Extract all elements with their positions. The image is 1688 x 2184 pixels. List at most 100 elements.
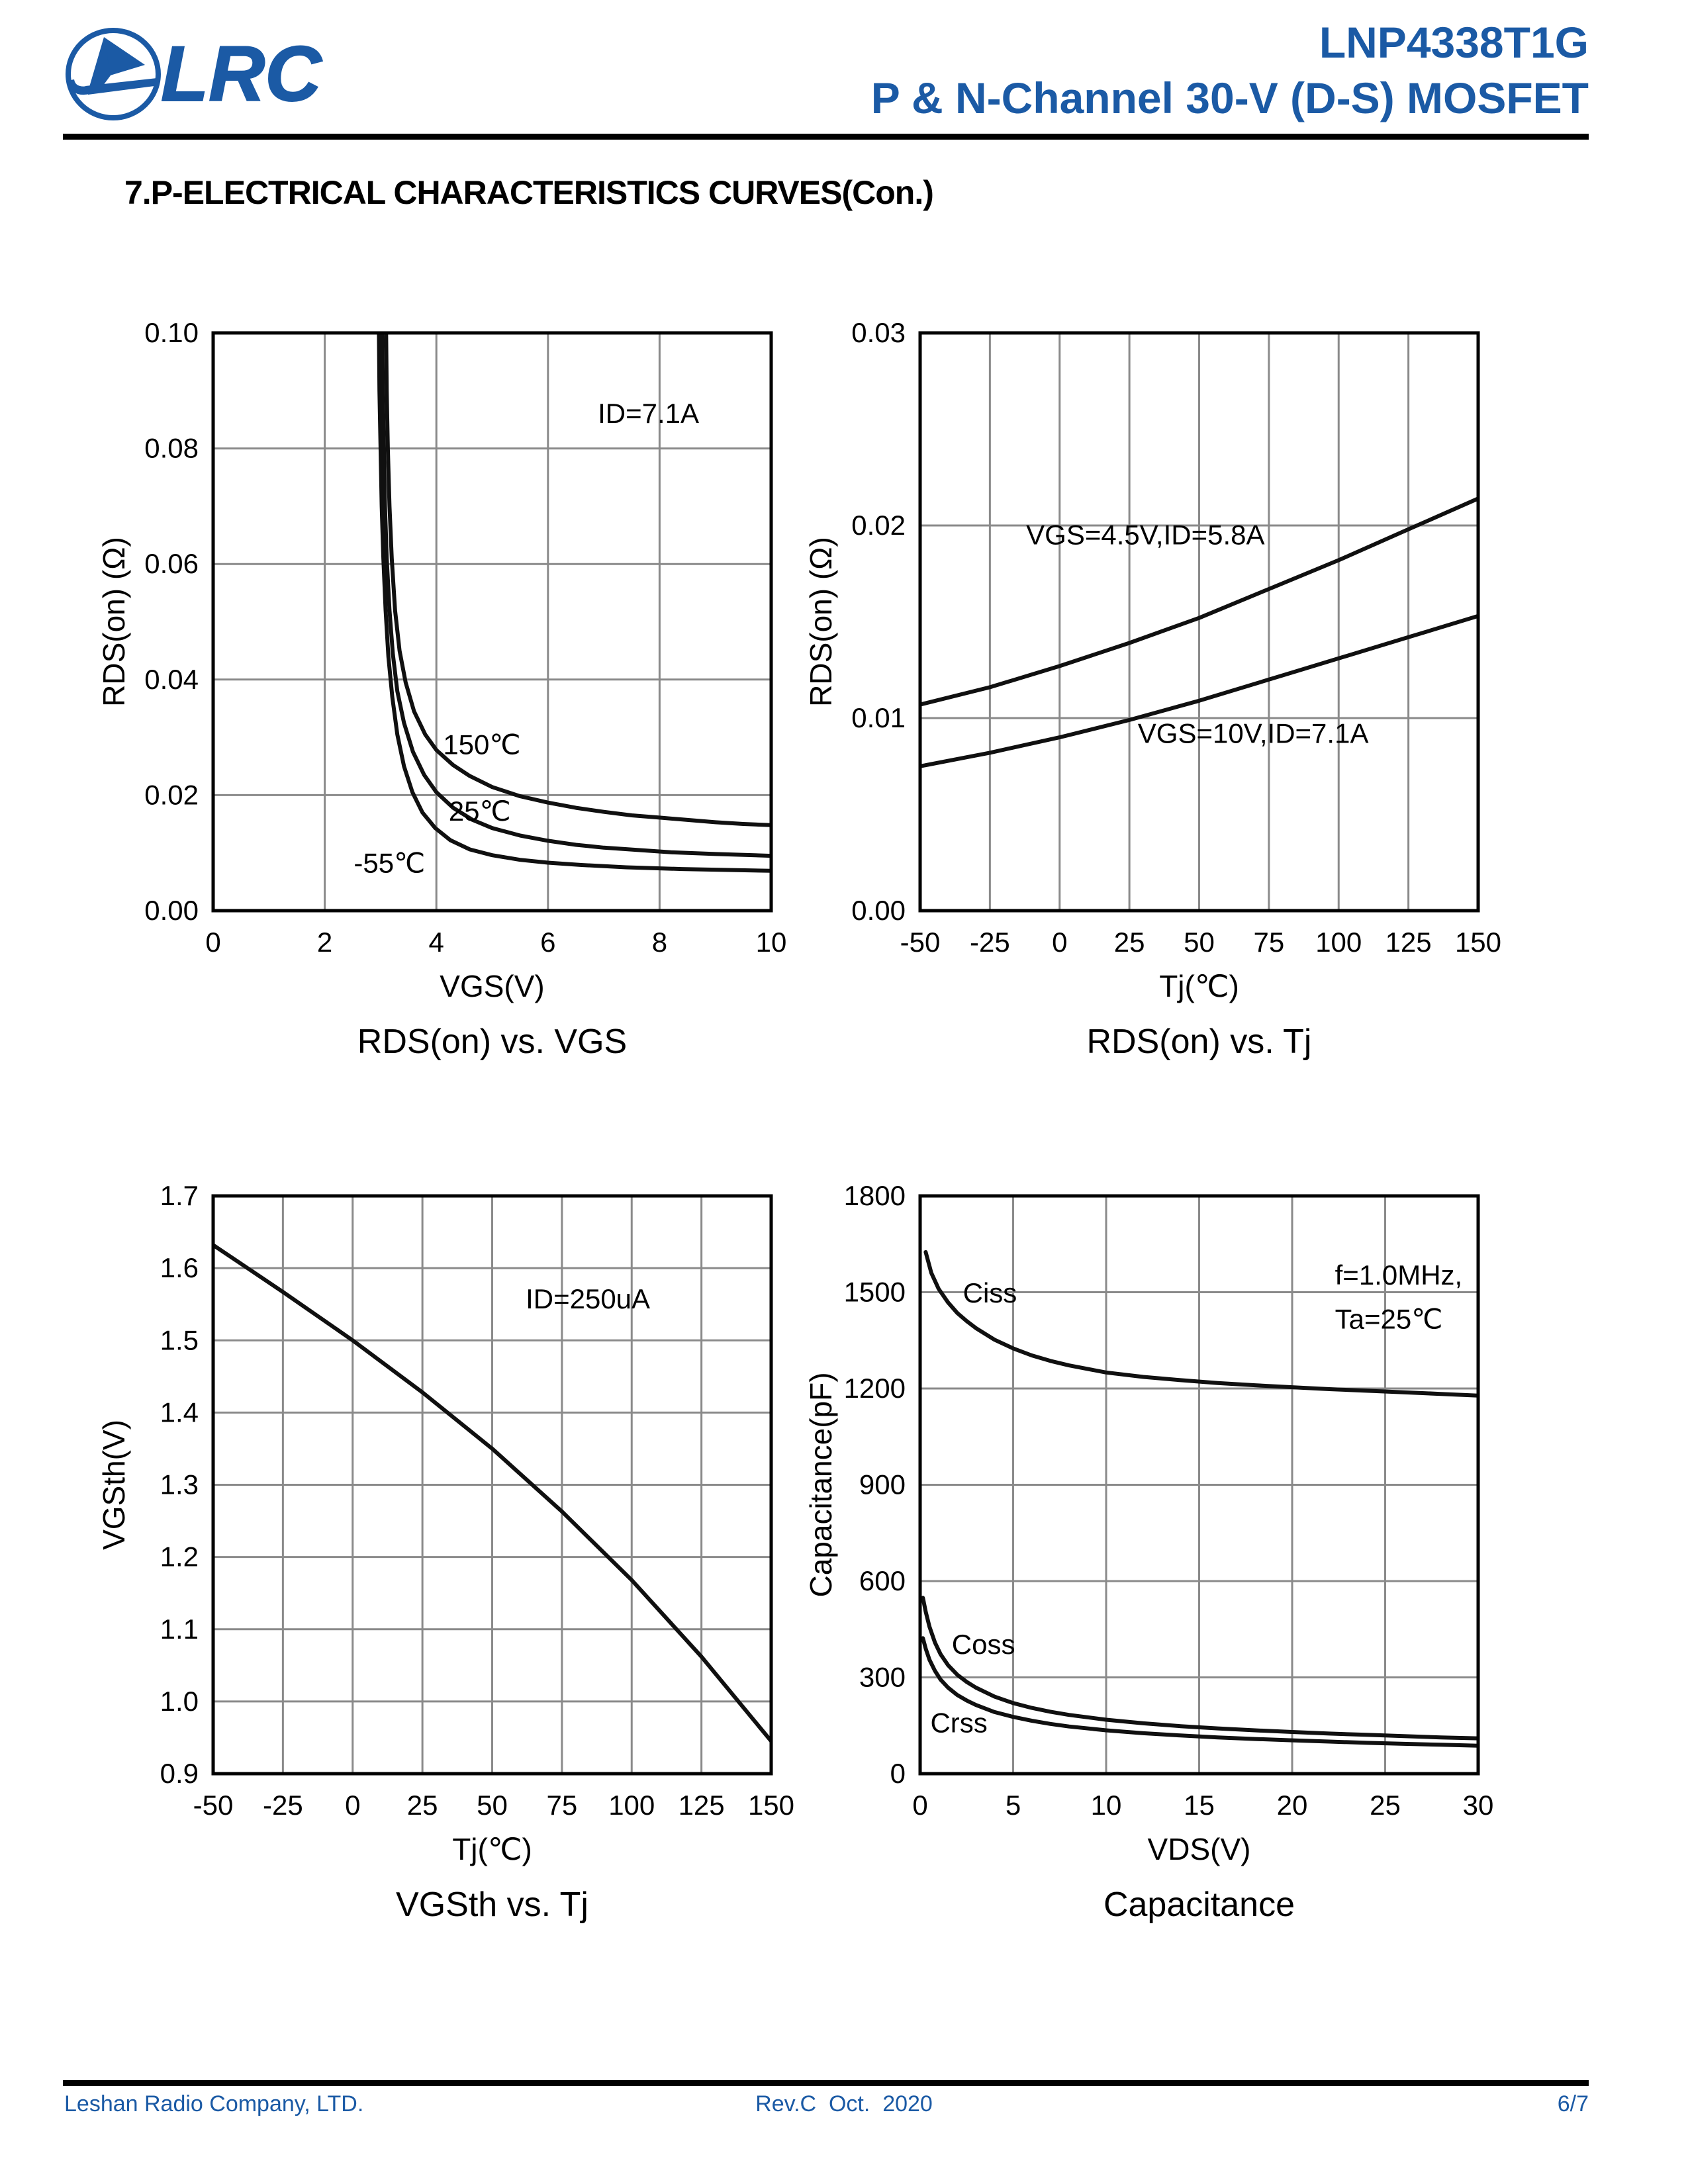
y-tick-label: 600 [859, 1565, 906, 1596]
chart-title: RDS(on) vs. Tj [1087, 1023, 1312, 1061]
y-tick-label: 1.4 [160, 1396, 199, 1428]
header-rule [63, 134, 1589, 140]
header-title-block: LNP4338T1G P & N-Channel 30-V (D-S) MOSF… [662, 15, 1589, 126]
x-axis-label: Tj(℃) [452, 1832, 532, 1866]
x-tick-label: 75 [1254, 927, 1285, 958]
chart-canvas-rdson-vs-tj: -50 -25 0 25 50 75 100 125 150 0.00 0.01 0.02 0.03 Tj… [804, 317, 1501, 1061]
annotation: Ta=25℃ [1335, 1304, 1443, 1335]
x-tick-label: 8 [652, 927, 667, 958]
y-tick-label: 0.01 [851, 702, 906, 733]
curve-25℃ [380, 333, 771, 858]
y-tick-label: 1800 [844, 1180, 906, 1211]
y-tick-label: 0.02 [144, 779, 199, 810]
y-tick-label: 1.0 [160, 1686, 199, 1717]
curve-Ciss [923, 1250, 1478, 1398]
chart-capacitance: 0 5 10 15 20 25 30 0 300 600 900 1200 1500 1800 VDS(V)… [793, 1146, 1508, 1960]
y-tick-label: 0.00 [851, 895, 906, 926]
x-tick-label: -25 [970, 927, 1010, 958]
chart-canvas-vgsth-vs-tj: -50 -25 0 25 50 75 100 125 150 0.9 1.0 1.1 1.2 1.3 1.4… [97, 1180, 794, 1924]
x-tick-label: 150 [748, 1790, 794, 1821]
x-tick-label: 15 [1184, 1790, 1215, 1821]
y-tick-label: 0.10 [144, 317, 199, 348]
series-label: 25℃ [449, 796, 511, 827]
footer-rule [63, 2080, 1589, 2086]
curve-Coss [921, 1596, 1478, 1741]
section-title: 7.P-ELECTRICAL CHARACTERISTICS CURVES(Co… [124, 174, 934, 211]
x-tick-label: 50 [1184, 927, 1215, 958]
x-tick-label: 25 [407, 1790, 438, 1821]
x-tick-label: 100 [608, 1790, 655, 1821]
annotation: f=1.0MHz, [1335, 1259, 1463, 1291]
part-subtitle: P & N-Channel 30-V (D-S) MOSFET [870, 73, 1589, 123]
y-tick-label: 1.7 [160, 1180, 199, 1211]
y-axis-label: RDS(on) (Ω) [804, 537, 838, 707]
footer-revision: Rev.C Oct. 2020 [755, 2091, 933, 2116]
x-axis-label: VGS(V) [440, 969, 544, 1003]
curve-150℃ [384, 333, 771, 827]
y-axis-label: VGSth(V) [97, 1420, 131, 1550]
y-tick-label: 1.6 [160, 1252, 199, 1283]
x-tick-label: 50 [477, 1790, 508, 1821]
curve-Crss [921, 1636, 1478, 1748]
chart-title: RDS(on) vs. VGS [357, 1023, 627, 1061]
chart-canvas-rdson-vs-vgs: 0 2 4 6 8 10 0.00 0.02 0.04 0.06 0.08 0.10 VGS(V) RDS… [97, 317, 787, 1061]
x-tick-label: -50 [193, 1790, 234, 1821]
y-tick-label: 1.2 [160, 1541, 199, 1572]
x-tick-label: 30 [1463, 1790, 1494, 1821]
series-label: VGS=4.5V,ID=5.8A [1026, 520, 1264, 551]
y-tick-label: 0.06 [144, 548, 199, 579]
plot-border [211, 331, 773, 913]
plot-border [918, 331, 1480, 913]
x-tick-label: 6 [540, 927, 555, 958]
series-label: Crss [930, 1707, 987, 1738]
x-tick-label: 125 [679, 1790, 725, 1821]
footer-page-number: 6/7 [1557, 2091, 1589, 2116]
y-tick-label: 0.03 [851, 317, 906, 348]
plot-border [918, 1194, 1480, 1776]
x-tick-label: 10 [1091, 1790, 1122, 1821]
y-tick-label: 300 [859, 1662, 906, 1693]
x-tick-label: 25 [1370, 1790, 1401, 1821]
x-tick-label: -50 [900, 927, 941, 958]
part-number: LNP4338T1G [1319, 18, 1589, 67]
curve-VGS=10V,ID=7.1A [920, 614, 1478, 768]
y-tick-label: 1.3 [160, 1469, 199, 1500]
x-axis-label: VDS(V) [1148, 1832, 1251, 1866]
y-axis-label: Capacitance(pF) [804, 1372, 838, 1597]
curve-VGSth [213, 1243, 771, 1743]
curve--55℃ [377, 333, 771, 873]
y-tick-label: 0.04 [144, 664, 199, 695]
x-tick-label: 5 [1006, 1790, 1021, 1821]
x-tick-label: 125 [1385, 927, 1432, 958]
plot-border [211, 1194, 773, 1776]
y-tick-label: 900 [859, 1469, 906, 1500]
x-axis-label: Tj(℃) [1159, 969, 1239, 1003]
chart-title: VGSth vs. Tj [396, 1886, 588, 1924]
lrc-logo: LRC [66, 28, 323, 120]
x-tick-label: 4 [429, 927, 444, 958]
chart-title: Capacitance [1103, 1886, 1295, 1924]
series-label: Coss [952, 1629, 1015, 1660]
y-tick-label: 1.1 [160, 1614, 199, 1645]
y-tick-label: 0.9 [160, 1758, 199, 1789]
x-tick-label: -25 [263, 1790, 303, 1821]
y-axis-label: RDS(on) (Ω) [97, 537, 131, 707]
x-tick-label: 0 [205, 927, 220, 958]
chart-rdson-vs-tj: -50 -25 0 25 50 75 100 125 150 0.00 0.01 0.02 0.03 Tj… [793, 283, 1508, 1097]
x-tick-label: 25 [1114, 927, 1145, 958]
annotation: ID=7.1A [598, 398, 699, 429]
y-tick-label: 0.00 [144, 895, 199, 926]
x-tick-label: 20 [1277, 1790, 1308, 1821]
x-tick-label: 10 [756, 927, 787, 958]
x-tick-label: 100 [1315, 927, 1362, 958]
x-tick-label: 0 [345, 1790, 360, 1821]
chart-rdson-vs-vgs: 0 2 4 6 8 10 0.00 0.02 0.04 0.06 0.08 0.10 VGS(V) RDS… [86, 283, 801, 1097]
chart-canvas-capacitance: 0 5 10 15 20 25 300300600900120015001800VDS(V)… [804, 1180, 1494, 1924]
series-label: VGS=10V,ID=7.1A [1138, 717, 1369, 749]
x-tick-label: 0 [1052, 927, 1067, 958]
y-tick-label: 0.02 [851, 510, 906, 541]
y-tick-label: 1500 [844, 1277, 906, 1308]
y-tick-label: 1.5 [160, 1324, 199, 1355]
series-label: Ciss [963, 1277, 1017, 1308]
